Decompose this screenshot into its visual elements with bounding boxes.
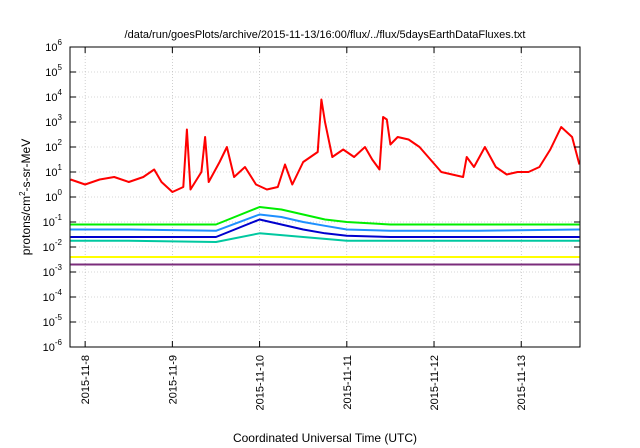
series-line-2 — [70, 206, 580, 226]
series-line-1 — [70, 98, 581, 193]
x-axis-label: Coordinated Universal Time (UTC) — [233, 431, 417, 445]
x-tick-label: 2015-11-9 — [167, 355, 179, 404]
y-tick-label: 10-4 — [43, 288, 63, 304]
y-tick-label: 10-3 — [43, 263, 63, 279]
x-tick-label: 2015-11-8 — [80, 355, 92, 404]
y-axis-label-rest: -s-sr-MeV — [19, 139, 33, 192]
y-tick-label: 10-6 — [43, 338, 63, 354]
y-axis-label-base: protons/cm — [19, 196, 33, 255]
x-tick-label: 2015-11-11 — [342, 355, 354, 410]
series-line-4 — [70, 218, 580, 238]
x-tick-label: 2015-11-12 — [429, 355, 441, 410]
y-tick-label: 10-1 — [43, 213, 63, 229]
x-axis-ticks: 2015-11-8 2015-11-9 2015-11-10 2015-11-11 20… — [80, 47, 528, 410]
series-line-5 — [70, 232, 580, 243]
y-tick-label: 100 — [45, 188, 62, 204]
y-axis-ticks: 10-6 10-5 10-4 10-3 10-2 10-1 100 101 102 103 104 1… — [43, 38, 580, 354]
y-tick-label: 10-2 — [43, 238, 63, 254]
grid-lines — [70, 47, 580, 347]
y-tick-label: 105 — [45, 63, 62, 79]
y-tick-label: 103 — [45, 113, 62, 129]
x-tick-label: 2015-11-10 — [255, 355, 267, 410]
y-tick-label: 10-5 — [43, 313, 63, 329]
data-series-group — [70, 98, 581, 266]
series-line-3 — [70, 213, 580, 232]
y-tick-label: 104 — [45, 88, 62, 104]
chart-title: /data/run/goesPlots/archive/2015-11-13/1… — [125, 29, 526, 41]
x-tick-label: 2015-11-13 — [516, 355, 528, 410]
y-tick-label: 101 — [45, 163, 62, 179]
y-axis-label: protons/cm2-s-sr-MeV — [18, 139, 33, 255]
y-axis-label-sup: 2 — [18, 191, 27, 196]
y-tick-label: 106 — [45, 38, 62, 54]
y-tick-label: 102 — [45, 138, 62, 154]
